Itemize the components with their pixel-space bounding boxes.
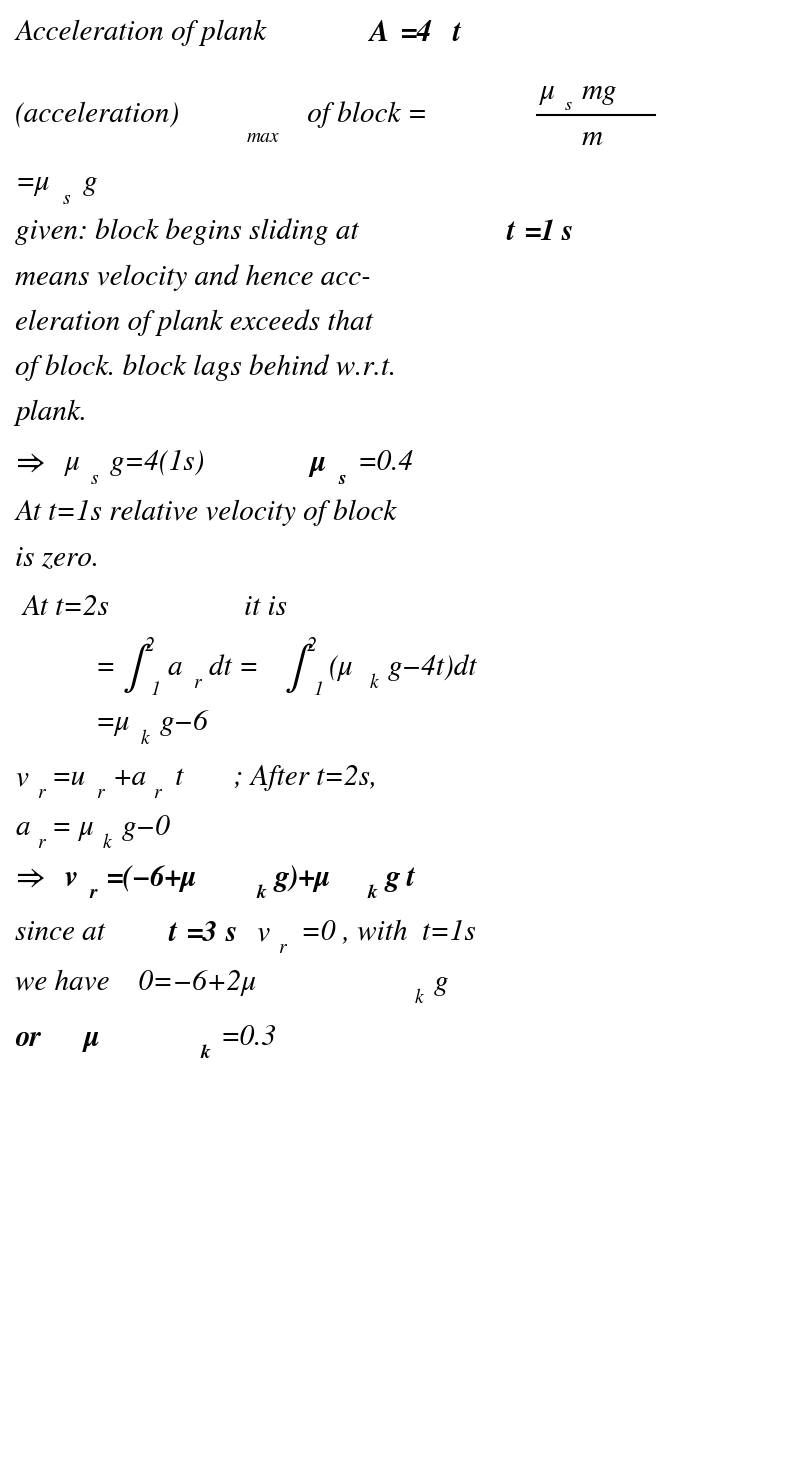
Text: eleration of plank exceeds that: eleration of plank exceeds that — [15, 310, 373, 337]
Text: =4: =4 — [400, 19, 431, 47]
Text: or      μ: or μ — [15, 1024, 100, 1052]
Text: a: a — [167, 655, 182, 681]
Text: g△t: g△t — [386, 865, 416, 891]
Text: s: s — [226, 919, 238, 947]
Text: △t: △t — [168, 766, 183, 791]
Text: s: s — [565, 98, 572, 114]
Text: ⇒: ⇒ — [15, 448, 45, 477]
Text: =μ: =μ — [95, 709, 130, 736]
Text: =: = — [95, 655, 114, 681]
Text: g−0: g−0 — [122, 814, 171, 841]
Text: of block =: of block = — [300, 102, 427, 129]
Text: =μ: =μ — [15, 170, 50, 197]
Text: At t=1s relative velocity of block: At t=1s relative velocity of block — [15, 500, 396, 526]
Text: we have    0=−6+2μ: we have 0=−6+2μ — [15, 970, 257, 996]
Text: μ: μ — [540, 78, 555, 105]
Text: =(−6+μ: =(−6+μ — [106, 865, 197, 891]
Text: ∫: ∫ — [123, 643, 142, 693]
Text: r: r — [89, 884, 97, 902]
Text: it is: it is — [215, 594, 287, 621]
Text: k: k — [200, 1043, 210, 1061]
Text: g: g — [83, 170, 98, 197]
Text: since at: since at — [15, 919, 112, 946]
Text: k: k — [103, 834, 112, 853]
Text: 2: 2 — [145, 637, 154, 655]
Text: +a: +a — [112, 766, 146, 791]
Text: μ: μ — [65, 449, 80, 476]
Text: g: g — [434, 970, 449, 996]
Text: dt =: dt = — [209, 655, 258, 681]
Text: r: r — [278, 939, 286, 958]
Text: g=4(1s) ⇒: g=4(1s) ⇒ — [110, 449, 219, 476]
Text: of block. block lags behind w.r.t.: of block. block lags behind w.r.t. — [15, 355, 396, 381]
Text: r: r — [153, 783, 161, 803]
Text: s: s — [338, 470, 346, 488]
Text: given: block begins sliding at: given: block begins sliding at — [15, 219, 366, 245]
Text: k: k — [256, 884, 266, 902]
Text: ∫: ∫ — [285, 643, 305, 693]
Text: t: t — [452, 19, 460, 47]
Text: a: a — [15, 814, 30, 841]
Text: (acceleration): (acceleration) — [15, 102, 180, 129]
Text: r: r — [37, 783, 45, 803]
Text: t: t — [506, 219, 514, 245]
Text: = μ: = μ — [52, 814, 94, 841]
Text: means velocity and hence acc-: means velocity and hence acc- — [15, 265, 371, 291]
Text: At t=2s: At t=2s — [22, 594, 109, 621]
Text: r: r — [96, 783, 104, 803]
Text: v: v — [65, 865, 78, 891]
Text: plank.: plank. — [15, 401, 87, 426]
Text: r: r — [193, 674, 201, 692]
Text: (μ: (μ — [329, 655, 354, 681]
Text: s: s — [63, 189, 70, 208]
Text: Acceleration of plank: Acceleration of plank — [15, 19, 274, 46]
Text: =3: =3 — [186, 919, 218, 947]
Text: A: A — [370, 19, 390, 47]
Text: t: t — [168, 919, 176, 947]
Text: 1: 1 — [150, 681, 160, 699]
Text: ⇒: ⇒ — [15, 863, 45, 893]
Text: k: k — [415, 989, 424, 1007]
Text: mg: mg — [582, 78, 618, 105]
Text: max: max — [247, 127, 279, 146]
Text: 1: 1 — [313, 681, 322, 699]
Text: ; After t=2s,: ; After t=2s, — [212, 766, 378, 791]
Text: μ: μ — [310, 449, 326, 477]
Text: v: v — [15, 766, 28, 791]
Text: g)+μ: g)+μ — [275, 865, 331, 891]
Text: v: v — [250, 919, 270, 946]
Text: k: k — [141, 730, 150, 748]
Text: is zero.: is zero. — [15, 545, 99, 571]
Text: k: k — [367, 884, 377, 902]
Text: =0.4: =0.4 — [358, 449, 414, 476]
Text: =0.3: =0.3 — [220, 1024, 276, 1051]
Text: =u: =u — [52, 766, 86, 791]
Text: k: k — [370, 674, 378, 692]
Text: 2: 2 — [307, 637, 317, 655]
Text: s: s — [91, 470, 98, 488]
Text: s: s — [562, 219, 574, 245]
Text: g−4t)dt: g−4t)dt — [388, 655, 478, 681]
Text: =1: =1 — [524, 219, 555, 245]
Text: =0 , with △t=1s: =0 , with △t=1s — [294, 919, 476, 946]
Text: g−6: g−6 — [160, 709, 209, 736]
Text: m: m — [582, 124, 603, 151]
Text: r: r — [37, 834, 45, 853]
